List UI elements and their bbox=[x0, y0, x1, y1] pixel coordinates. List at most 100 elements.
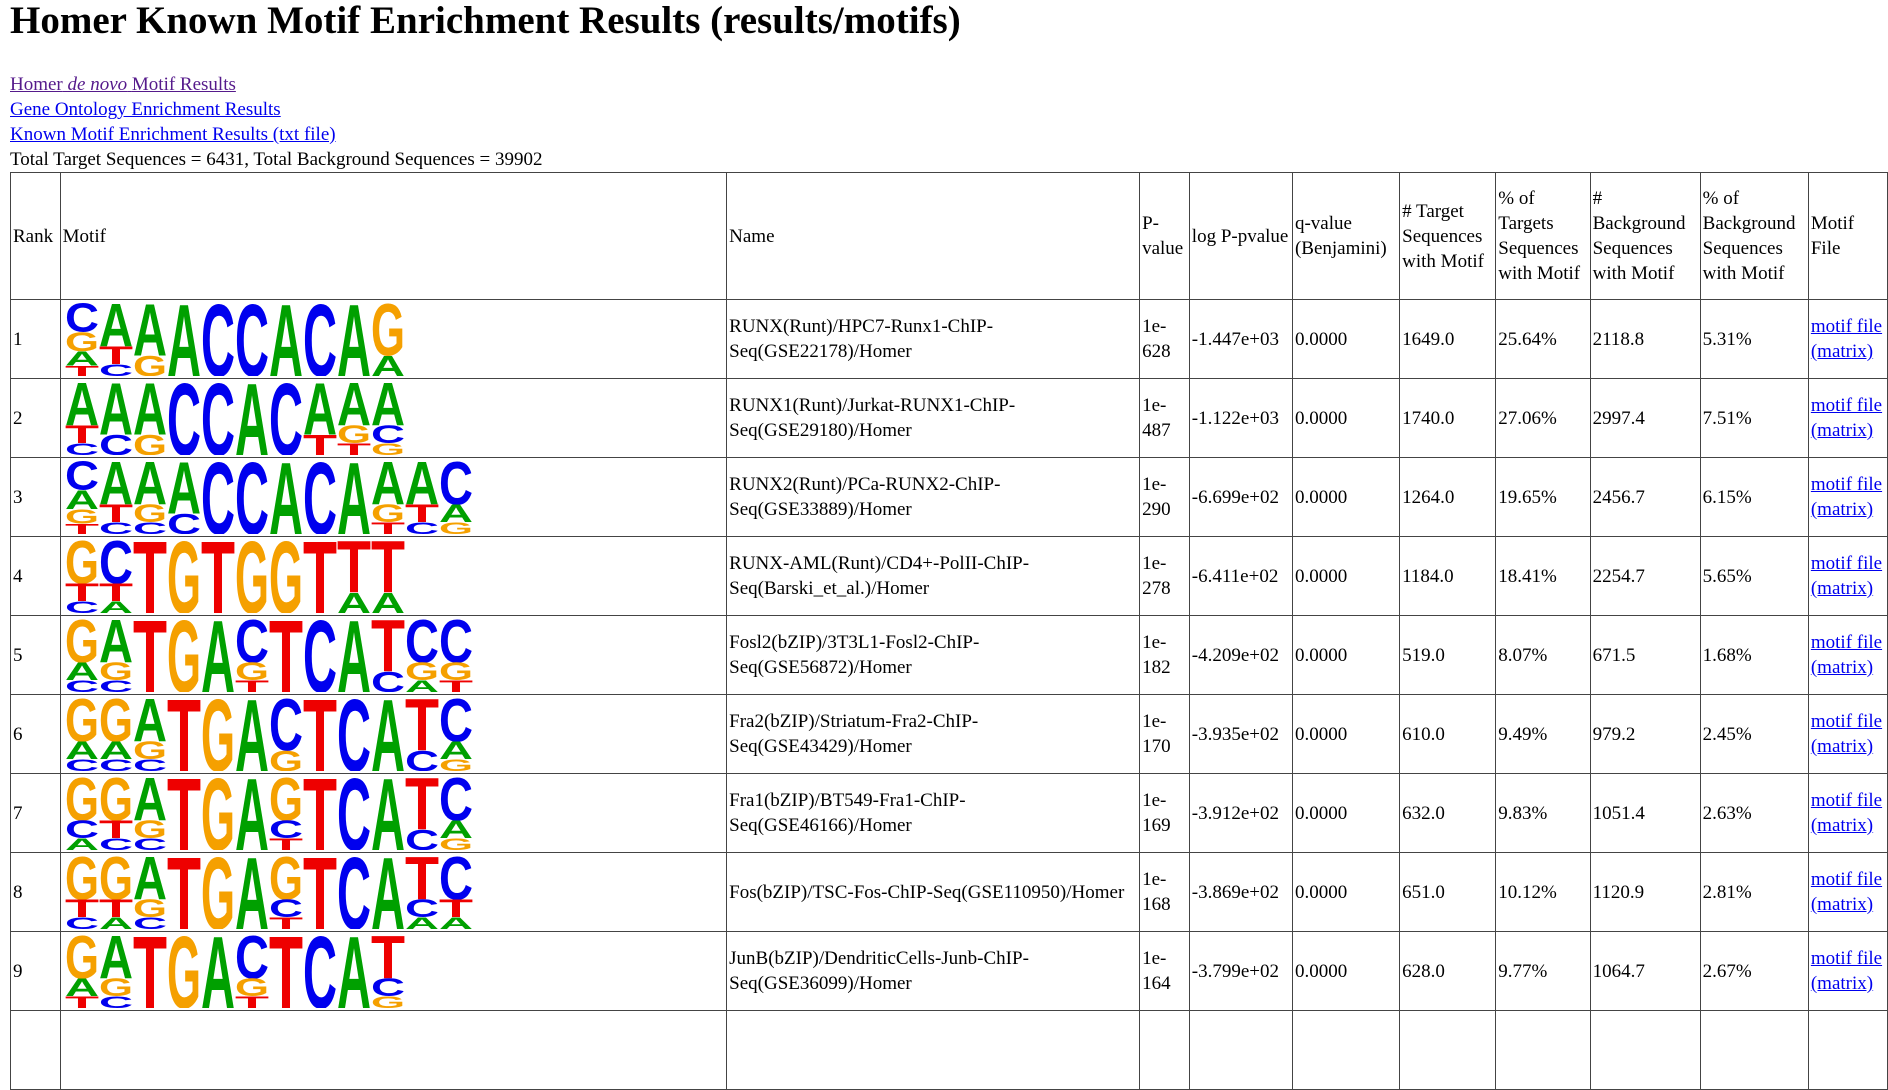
logo-letter: T bbox=[65, 363, 99, 376]
logo-letter: A bbox=[133, 460, 167, 518]
motif-file-cell: motif file (matrix) bbox=[1807, 773, 1888, 853]
cell-q: 0.0000 bbox=[1291, 773, 1401, 853]
logo-letter: C bbox=[439, 697, 473, 755]
logo-letter: A bbox=[99, 618, 133, 676]
logo-letter: C bbox=[99, 430, 133, 455]
motif-file-link[interactable]: motif file (matrix) bbox=[1810, 869, 1883, 915]
logo-letter: T bbox=[337, 440, 371, 455]
cell-p: 1e-169 bbox=[1139, 773, 1190, 853]
cell-bg: 1064.7 bbox=[1589, 931, 1701, 1011]
cell-logp: -3.935e+02 bbox=[1188, 694, 1293, 774]
motif-file-link[interactable]: motif file (matrix) bbox=[1810, 553, 1883, 599]
cell-pct-target: 27.06% bbox=[1495, 378, 1591, 458]
logo-letter: C bbox=[167, 381, 201, 455]
logo-letter: C bbox=[133, 519, 167, 534]
motif-file-link[interactable]: motif file (matrix) bbox=[1810, 948, 1883, 994]
txt-link[interactable]: Known Motif Enrichment Results (txt file… bbox=[10, 124, 336, 145]
motif-file-cell: motif file (matrix) bbox=[1807, 852, 1888, 932]
motif-file-cell: motif file (matrix) bbox=[1807, 299, 1888, 379]
logo-letter: C bbox=[269, 697, 303, 767]
logo-letter: A bbox=[235, 381, 269, 455]
logo-letter: T bbox=[65, 895, 100, 923]
logo-letter: G bbox=[65, 328, 99, 357]
rank: 4 bbox=[10, 536, 61, 616]
cell-bg: 2456.7 bbox=[1589, 457, 1701, 537]
motif-file-link[interactable]: motif file (matrix) bbox=[1810, 316, 1883, 362]
logo-letter: G bbox=[99, 855, 133, 913]
cell-logp: -1.122e+03 bbox=[1188, 378, 1293, 458]
logo-letter: C bbox=[235, 618, 269, 676]
logo-letter: A bbox=[371, 381, 405, 439]
logo-letter: C bbox=[65, 756, 99, 771]
cell-q: 0.0000 bbox=[1291, 615, 1401, 695]
logo-letter: T bbox=[269, 914, 303, 929]
cell-pct-target: 19.65% bbox=[1495, 457, 1591, 537]
motif-file-link[interactable]: motif file (matrix) bbox=[1810, 395, 1883, 441]
empty-cell bbox=[10, 1010, 61, 1090]
logo-letter: T bbox=[439, 677, 473, 692]
logo-letter: C bbox=[337, 855, 371, 929]
cell-p: 1e-182 bbox=[1139, 615, 1190, 695]
motif-file-link[interactable]: motif file (matrix) bbox=[1810, 474, 1883, 520]
logo-letter: G bbox=[269, 855, 303, 913]
logo-letter: G bbox=[65, 539, 99, 597]
go-link[interactable]: Gene Ontology Enrichment Results bbox=[10, 99, 281, 120]
cell-pct-bg: 1.68% bbox=[1699, 615, 1809, 695]
motif-file-link[interactable]: motif file (matrix) bbox=[1810, 790, 1883, 836]
page-title: Homer Known Motif Enrichment Results (re… bbox=[10, 0, 961, 42]
logo-letter: G bbox=[167, 934, 201, 1008]
logo-letter: A bbox=[337, 381, 371, 439]
motif-file-link[interactable]: motif file (matrix) bbox=[1810, 632, 1883, 678]
logo-letter: G bbox=[201, 697, 235, 771]
link-text: Homer bbox=[10, 74, 63, 95]
logo-letter: C bbox=[65, 302, 99, 341]
motif-file-cell: motif file (matrix) bbox=[1807, 378, 1888, 458]
denovo-link[interactable]: Homer de novo Motif Results bbox=[10, 72, 1888, 97]
cell-bg: 2254.7 bbox=[1589, 536, 1701, 616]
cell-bg: 2118.8 bbox=[1589, 299, 1701, 379]
logo-letter: A bbox=[99, 934, 133, 992]
logo-letter: C bbox=[439, 855, 473, 913]
logo-letter: A bbox=[201, 934, 235, 1008]
logo-letter: A bbox=[167, 302, 201, 376]
logo-letter: A bbox=[99, 914, 133, 929]
cell-name: Fosl2(bZIP)/3T3L1-Fosl2-ChIP-Seq(GSE5687… bbox=[726, 615, 1141, 695]
logo-letter: G bbox=[439, 658, 473, 686]
logo-letter: C bbox=[269, 816, 303, 844]
logo-letter: G bbox=[133, 500, 167, 528]
result-row: 8 G T C G T A A G C T G A G C T T C A T C A C T A Fos(bZIP)/TSC-F… bbox=[10, 852, 1888, 932]
logo-letter: C bbox=[133, 835, 167, 850]
cell-name: Fos(bZIP)/TSC-Fos-ChIP-Seq(GSE110950)/Ho… bbox=[726, 852, 1141, 932]
logo-letter: C bbox=[405, 618, 439, 676]
logo-letter: T bbox=[371, 539, 405, 609]
logo-letter: G bbox=[269, 776, 303, 834]
summary: Total Target Sequences = 6431, Total Bac… bbox=[10, 149, 543, 170]
cell-logp: -6.699e+02 bbox=[1188, 457, 1293, 537]
cell-p: 1e-278 bbox=[1139, 536, 1190, 616]
cell-name: RUNX2(Runt)/PCa-RUNX2-ChIP-Seq(GSE33889)… bbox=[726, 457, 1141, 537]
motif-file-link[interactable]: motif file (matrix) bbox=[1810, 711, 1883, 757]
result-row: 5 G A C A G C T G A C G T T C A T C C G A C G T Fosl2(bZIP)/3T3L… bbox=[10, 615, 1888, 695]
logo-letter: T bbox=[201, 539, 235, 613]
logo-letter: T bbox=[371, 618, 405, 688]
cell-logp: -4.209e+02 bbox=[1188, 615, 1293, 695]
cell-p: 1e-628 bbox=[1139, 299, 1190, 379]
cell-bg: 979.2 bbox=[1589, 694, 1701, 774]
logo-letter: C bbox=[201, 302, 235, 376]
logo-letter: T bbox=[65, 993, 99, 1008]
logo-letter: C bbox=[439, 460, 473, 518]
logo-letter: C bbox=[303, 302, 337, 376]
logo-letter: A bbox=[269, 460, 303, 534]
logo-letter: C bbox=[99, 835, 133, 850]
cell-p: 1e-164 bbox=[1139, 931, 1190, 1011]
logo-letter: T bbox=[269, 618, 303, 692]
logo-letter: A bbox=[337, 302, 371, 376]
logo-letter: C bbox=[371, 667, 405, 692]
logo-letter: C bbox=[405, 895, 439, 923]
logo-letter: C bbox=[371, 974, 405, 1002]
logo-letter: T bbox=[133, 934, 167, 1008]
